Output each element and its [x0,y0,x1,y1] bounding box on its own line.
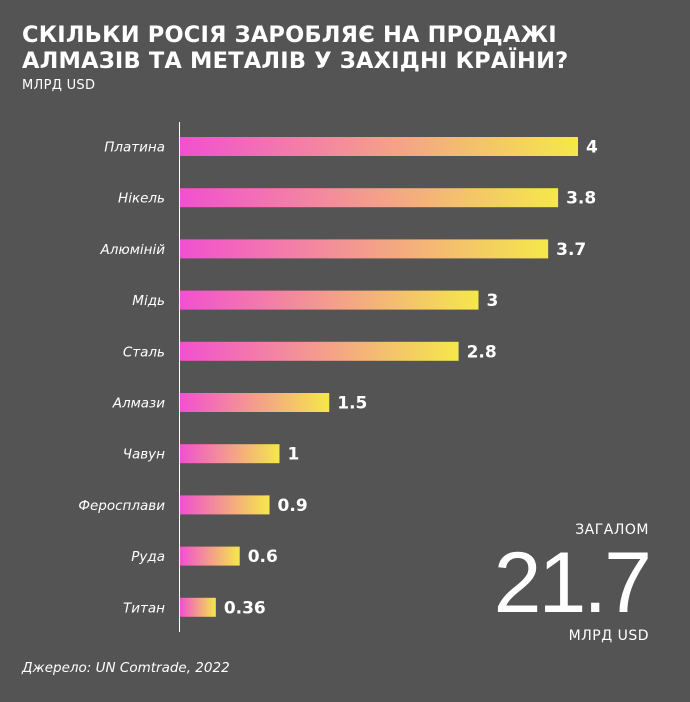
bar [180,239,549,259]
value-label: 1.5 [337,394,367,414]
value-label: 3.8 [566,189,596,209]
category-label: Феросплави [78,498,165,514]
value-label: 4 [586,138,598,158]
bar [180,597,216,617]
value-label: 3.7 [556,240,586,260]
bar [180,546,240,566]
bar [180,444,280,464]
value-label: 3 [487,291,499,311]
category-label: Сталь [123,344,165,360]
bar [180,188,559,208]
category-label: Платина [104,140,165,156]
value-label: 0.36 [224,598,266,618]
chart-unit: МЛРД USD [22,78,96,93]
bar [180,341,459,361]
chart-title-line-1: Скільки Росія заробляє на продажі [22,22,557,48]
category-label: Алюміній [99,242,165,258]
source-note: Джерело: UN Comtrade, 2022 [22,660,230,676]
total-unit: МЛРД USD [568,628,649,644]
total-block: ЗАГАЛОМ 21.7 МЛРД USD [493,522,652,644]
bar [180,393,330,412]
category-label: Мідь [132,293,165,309]
chart-title-line-2: алмазів та металів у західні країни? [22,48,569,74]
category-label: Руда [131,549,165,565]
bar [180,137,578,156]
chart-title: Скільки Росія заробляє на продажі алмазі… [22,22,672,74]
value-label: 2.8 [467,342,497,362]
total-value: 21.7 [493,535,652,631]
value-label: 0.9 [278,496,308,516]
category-label: Нікель [118,191,165,207]
category-label: Чавун [123,447,165,463]
category-label: Алмази [112,396,165,412]
bar [180,495,270,515]
total-label: ЗАГАЛОМ [575,522,649,538]
bar [180,290,479,310]
category-label: Титан [123,600,165,616]
value-label: 1 [288,445,300,465]
value-label: 0.6 [248,547,278,567]
